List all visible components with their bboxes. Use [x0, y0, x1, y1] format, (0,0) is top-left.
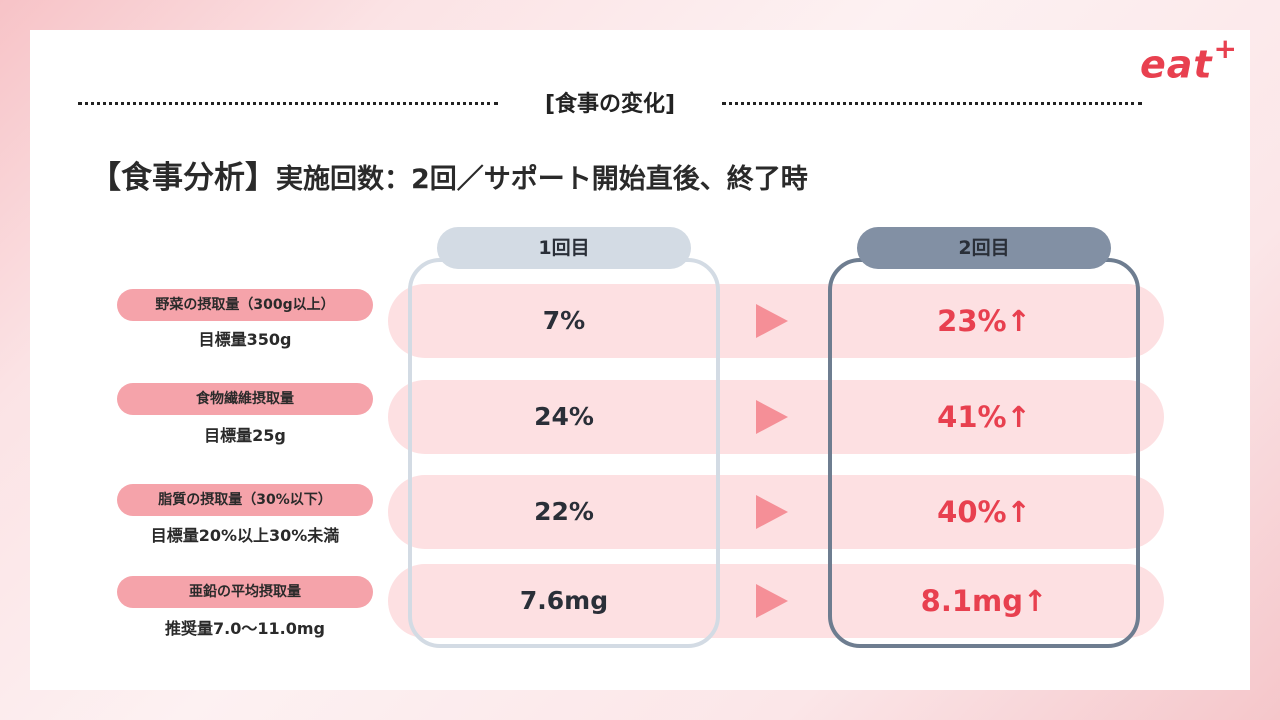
- second-value: 40%↑: [937, 495, 1031, 529]
- row-target: 推奨量7.0〜11.0mg: [165, 619, 325, 638]
- first-value: 7.6mg: [519, 586, 609, 615]
- second-value: 8.1mg↑: [920, 584, 1048, 618]
- dotted-divider-left: [78, 102, 498, 105]
- first-value: 22%: [534, 497, 594, 526]
- row-label: 脂質の摂取量（30%以下）: [117, 484, 373, 516]
- page-headline: 【食事分析】実施回数：2回／サポート開始直後、終了時: [90, 152, 808, 197]
- second-value: 41%↑: [937, 400, 1031, 434]
- headline-detail: 実施回数：2回／サポート開始直後、終了時: [276, 164, 808, 195]
- second-value: 23%↑: [937, 304, 1031, 338]
- section-header: [食事の変化]: [78, 70, 1142, 117]
- play-arrow-icon: [756, 400, 788, 434]
- row-label: 野菜の摂取量（300g以上）: [117, 289, 373, 321]
- row-label: 食物繊維摂取量: [117, 383, 373, 415]
- play-arrow-icon: [756, 584, 788, 618]
- first-value: 7%: [542, 306, 586, 335]
- second-column-header: 2回目: [857, 227, 1111, 269]
- play-arrow-icon: [756, 304, 788, 338]
- row-target: 目標量350g: [198, 330, 292, 349]
- eat-plus-logo: eat+: [1139, 32, 1238, 87]
- row-target: 目標量25g: [204, 426, 286, 445]
- headline-bracket: 【食事分析】: [90, 160, 276, 196]
- play-arrow-icon: [756, 495, 788, 529]
- first-column-header: 1回目: [437, 227, 691, 269]
- row-target: 目標量20%以上30%未満: [150, 526, 340, 545]
- first-value: 24%: [534, 402, 594, 431]
- section-title: [食事の変化]: [544, 92, 676, 117]
- dotted-divider-right: [722, 102, 1142, 105]
- row-label: 亜鉛の平均摂取量: [117, 576, 373, 608]
